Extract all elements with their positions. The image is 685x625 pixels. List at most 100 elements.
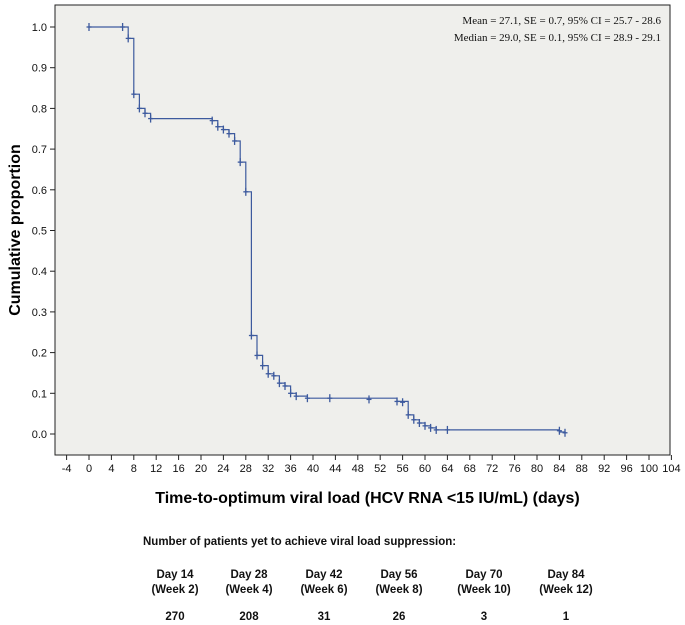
risk-column-header: Day 14 (Week 2) — [130, 568, 220, 598]
x-tick-label: 56 — [396, 463, 408, 475]
x-tick-label: 4 — [108, 463, 114, 475]
censor-mark — [125, 34, 131, 43]
risk-column-header: Day 28 (Week 4) — [204, 568, 294, 598]
y-tick-label: 0.5 — [32, 226, 47, 238]
x-tick-label: 104 — [662, 463, 680, 475]
censor-mark — [86, 23, 92, 31]
censor-mark — [243, 187, 249, 196]
censor-mark — [433, 425, 439, 434]
risk-week-label: (Week 4) — [225, 584, 273, 596]
x-axis-label: Time-to-optimum viral load (HCV RNA <15 … — [155, 490, 580, 507]
y-tick-label: 0.7 — [32, 144, 47, 156]
risk-count: 3 — [480, 611, 488, 623]
censor-mark — [366, 395, 372, 404]
censor-mark — [276, 379, 282, 388]
censor-mark — [260, 361, 266, 370]
median-annotation: Median = 29.0, SE = 0.1, 95% CI = 28.9 -… — [454, 32, 661, 44]
censor-mark — [237, 158, 243, 167]
risk-day-label: Day 56 — [380, 569, 418, 581]
censor-mark — [232, 136, 238, 145]
x-tick-label: 52 — [374, 463, 386, 475]
y-axis-label: Cumulative proportion — [7, 144, 24, 316]
censor-mark — [416, 419, 422, 428]
censor-mark — [136, 104, 142, 113]
censor-mark — [209, 116, 215, 125]
x-tick-label: 32 — [262, 463, 274, 475]
y-tick-label: 0.4 — [32, 266, 47, 278]
risk-column-header: Day 42 (Week 6) — [279, 568, 369, 598]
x-tick-label: 72 — [486, 463, 498, 475]
censor-mark — [400, 398, 406, 407]
risk-count: 31 — [317, 611, 331, 623]
censor-mark — [142, 109, 148, 118]
censor-mark — [444, 425, 450, 434]
x-tick-label: 80 — [531, 463, 543, 475]
censor-mark — [226, 129, 232, 138]
x-tick-label: 8 — [131, 463, 137, 475]
risk-count: 270 — [165, 611, 185, 623]
censor-mark — [327, 394, 333, 403]
risk-count: 208 — [239, 611, 259, 623]
risk-day-label: Day 84 — [547, 569, 585, 581]
x-tick-label: 84 — [553, 463, 565, 475]
x-tick-label: 12 — [150, 463, 162, 475]
censor-mark — [411, 415, 417, 424]
risk-count: 26 — [392, 611, 406, 623]
x-tick-label: 24 — [217, 463, 229, 475]
mean-annotation: Mean = 27.1, SE = 0.7, 95% CI = 25.7 - 2… — [462, 15, 661, 27]
censor-mark — [304, 394, 310, 403]
risk-week-label: (Week 12) — [539, 584, 593, 596]
risk-week-label: (Week 6) — [300, 584, 348, 596]
risk-week-label: (Week 10) — [457, 584, 511, 596]
y-tick-label: 0.2 — [32, 348, 47, 360]
risk-day-label: Day 14 — [156, 569, 194, 581]
censor-mark — [288, 389, 294, 398]
y-tick-label: 1.0 — [32, 22, 47, 34]
censor-mark — [422, 421, 428, 430]
risk-week-label: (Week 2) — [151, 584, 199, 596]
censor-mark — [265, 369, 271, 378]
x-tick-label: 0 — [86, 463, 92, 475]
risk-column-header: Day 56 (Week 8) — [354, 568, 444, 598]
y-tick-label: 0.1 — [32, 388, 47, 400]
y-tick-label: 0.3 — [32, 307, 47, 319]
censor-mark — [271, 371, 277, 380]
risk-day-label: Day 28 — [230, 569, 268, 581]
x-tick-label: 28 — [240, 463, 252, 475]
risk-column-header: Day 70 (Week 10) — [439, 568, 529, 598]
y-tick-label: 0.6 — [32, 185, 47, 197]
y-tick-label: 0.0 — [32, 429, 47, 441]
y-tick-label: 0.9 — [32, 63, 47, 75]
x-tick-label: 96 — [620, 463, 632, 475]
risk-table-title: Number of patients yet to achieve viral … — [143, 536, 457, 548]
censor-mark — [148, 114, 154, 123]
censor-mark — [556, 426, 562, 435]
censor-mark — [131, 90, 137, 99]
x-tick-label: 40 — [307, 463, 319, 475]
x-tick-label: 48 — [352, 463, 364, 475]
plot-area — [54, 4, 671, 456]
x-tick-label: 88 — [576, 463, 588, 475]
x-tick-label: 76 — [508, 463, 520, 475]
risk-column-header: Day 84 (Week 12) — [521, 568, 611, 598]
risk-week-label: (Week 8) — [375, 584, 423, 596]
x-tick-label: -4 — [62, 463, 72, 475]
censor-mark — [215, 122, 221, 131]
x-tick-label: 68 — [464, 463, 476, 475]
censor-mark — [282, 381, 288, 390]
censor-mark — [394, 397, 400, 406]
x-tick-label: 16 — [172, 463, 184, 475]
risk-day-label: Day 70 — [465, 569, 503, 581]
x-tick-label: 60 — [419, 463, 431, 475]
risk-day-label: Day 42 — [305, 569, 343, 581]
risk-count: 1 — [562, 611, 570, 623]
y-tick-label: 0.8 — [32, 103, 47, 115]
censor-mark — [293, 392, 299, 401]
censor-mark — [254, 351, 260, 360]
censor-mark — [405, 410, 411, 419]
censor-mark — [120, 23, 126, 31]
x-tick-label: 92 — [598, 463, 610, 475]
x-tick-label: 100 — [640, 463, 658, 475]
censor-mark — [220, 125, 226, 134]
censor-mark — [428, 423, 434, 432]
